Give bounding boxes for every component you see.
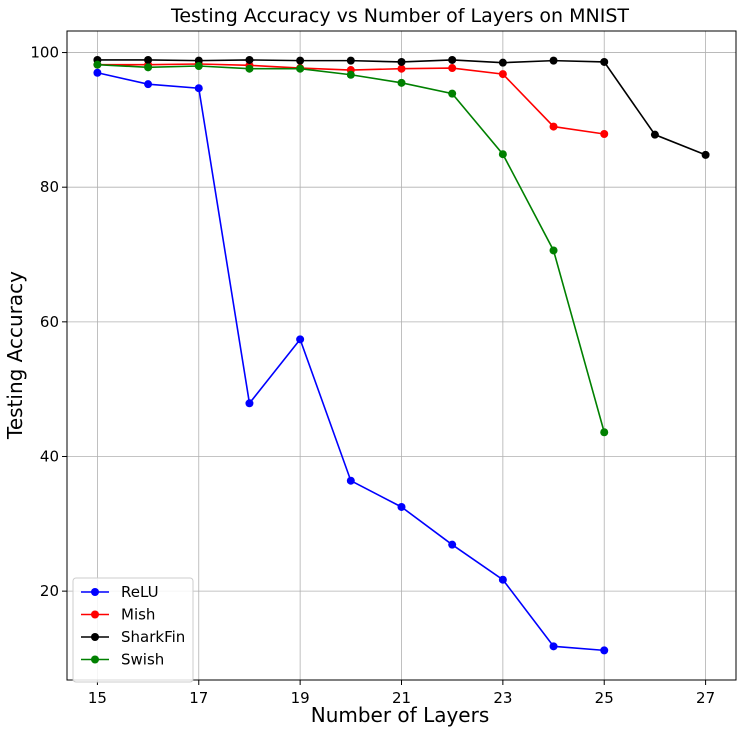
data-point-mish [448, 64, 457, 73]
chart-title: Testing Accuracy vs Number of Layers on … [170, 5, 629, 27]
x-tick-label: 25 [595, 689, 614, 707]
data-point-swish [93, 60, 102, 69]
data-point-mish [549, 122, 558, 131]
data-point-relu [549, 642, 558, 651]
data-point-sharkfin [549, 56, 558, 65]
legend-item-sharkfin: SharkFin [81, 628, 185, 646]
legend-swatch-marker [91, 610, 99, 619]
legend-item-swish: Swish [81, 651, 164, 669]
data-point-relu [296, 335, 305, 344]
series-swish [93, 60, 609, 437]
data-point-swish [549, 246, 558, 255]
legend: ReLU Mish SharkFin Swish [72, 577, 194, 683]
x-axis-label: Number of Layers [311, 703, 490, 727]
data-point-sharkfin [397, 57, 406, 66]
data-point-relu [600, 646, 609, 655]
legend-label: Swish [121, 651, 164, 669]
y-tick-label: 100 [30, 44, 59, 62]
series-relu [93, 68, 609, 655]
data-point-mish [600, 130, 609, 139]
legend-swatch-marker [91, 633, 99, 641]
data-point-sharkfin [701, 150, 710, 159]
data-point-swish [397, 78, 406, 87]
data-point-sharkfin [296, 56, 305, 65]
data-point-relu [245, 399, 254, 408]
data-point-swish [346, 70, 355, 79]
data-point-mish [498, 70, 507, 79]
data-point-relu [144, 80, 153, 89]
x-tick-label: 23 [493, 689, 512, 707]
data-point-sharkfin [448, 55, 457, 64]
data-point-mish [397, 64, 406, 73]
x-tick-label: 17 [189, 689, 208, 707]
data-point-relu [448, 540, 457, 549]
data-point-swish [194, 62, 203, 71]
data-point-sharkfin [346, 56, 355, 65]
data-point-swish [448, 89, 457, 98]
data-point-relu [93, 68, 102, 77]
y-tick-label: 60 [40, 313, 59, 331]
y-axis-label: Testing Accuracy [3, 271, 27, 440]
legend-box [72, 577, 194, 683]
data-point-sharkfin [144, 55, 153, 64]
y-tick-label: 20 [40, 582, 59, 600]
legend-label: Mish [121, 606, 155, 624]
axis-ticks: 15 17 19 21 23 25 27 20 40 60 80 100 [30, 44, 715, 707]
y-tick-label: 40 [40, 447, 59, 465]
series-layer [93, 55, 710, 655]
x-tick-label: 15 [88, 689, 107, 707]
data-point-relu [498, 575, 507, 584]
x-tick-label: 27 [696, 689, 715, 707]
x-tick-label: 19 [291, 689, 310, 707]
data-point-swish [245, 64, 254, 73]
legend-swatch-marker [91, 588, 99, 596]
data-point-relu [194, 84, 203, 93]
x-tick-label: 21 [392, 689, 411, 707]
data-point-swish [498, 150, 507, 159]
legend-item-relu: ReLU [81, 583, 159, 601]
legend-label: SharkFin [121, 628, 185, 646]
legend-label: ReLU [121, 583, 159, 601]
data-point-swish [296, 64, 305, 73]
data-point-sharkfin [650, 130, 659, 139]
y-tick-label: 80 [40, 178, 59, 196]
data-point-relu [397, 502, 406, 511]
legend-item-mish: Mish [81, 606, 155, 624]
data-point-sharkfin [245, 55, 254, 64]
data-point-swish [144, 63, 153, 72]
data-point-relu [346, 476, 355, 485]
data-point-sharkfin [600, 57, 609, 66]
data-point-sharkfin [498, 58, 507, 67]
data-point-swish [600, 428, 609, 437]
legend-swatch-marker [91, 655, 99, 664]
